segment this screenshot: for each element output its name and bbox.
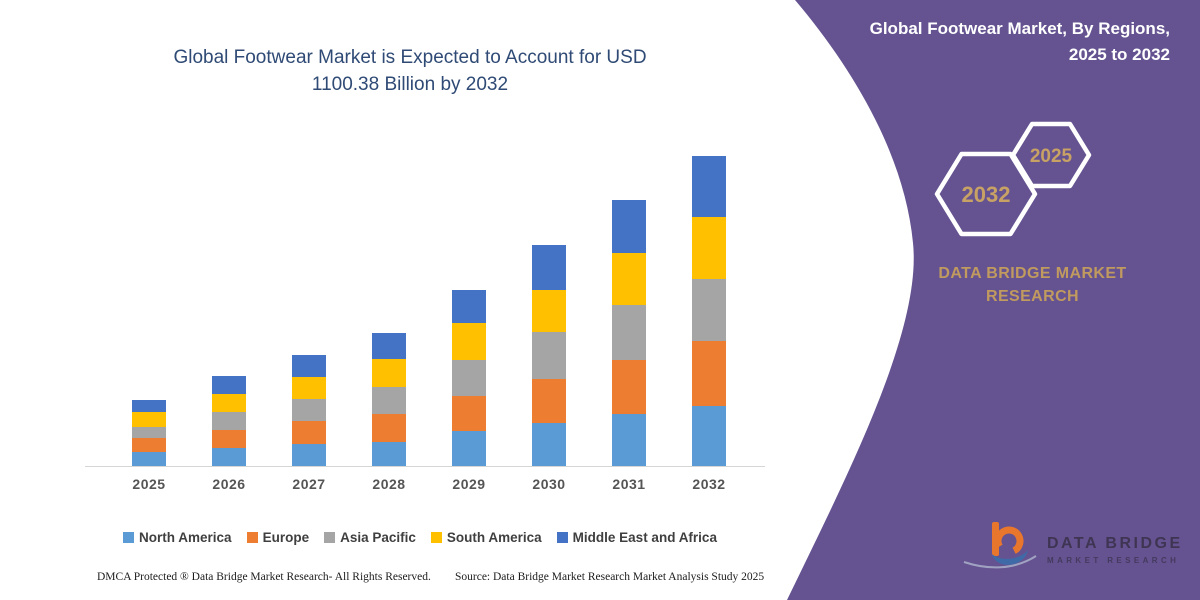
chart-title: Global Footwear Market is Expected to Ac… — [110, 44, 710, 98]
bar-2028-segment-middle-east-and-africa — [372, 332, 406, 359]
bar-2025-segment-europe — [132, 438, 166, 452]
brand-wordmark: DATA BRIDGE MARKET RESEARCH — [905, 262, 1160, 308]
bar-2028 — [372, 332, 406, 466]
bar-2025-segment-middle-east-and-africa — [132, 400, 166, 412]
dbmr-logo-icon — [963, 522, 1037, 569]
dmca-notice: DMCA Protected ® Data Bridge Market Rese… — [97, 571, 431, 583]
footer: DMCA Protected ® Data Bridge Market Rese… — [0, 569, 790, 589]
bar-2031-segment-europe — [612, 359, 646, 415]
x-axis-label-2031: 2031 — [612, 476, 646, 492]
x-axis-label-2029: 2029 — [452, 476, 486, 492]
chart-title-line2: 1100.38 Billion by 2032 — [311, 74, 509, 95]
bar-2032-segment-north-america — [692, 406, 726, 466]
side-panel-title: Global Footwear Market, By Regions, 2025… — [810, 16, 1170, 68]
chart-legend: North America Europe Asia Pacific South Ame… — [80, 530, 760, 545]
bar-2027-segment-south-america — [292, 377, 326, 399]
bar-2027-segment-middle-east-and-africa — [292, 355, 326, 377]
chart-title-line1: Global Footwear Market is Expected to Ac… — [173, 47, 647, 68]
bar-2026-segment-south-america — [212, 393, 246, 413]
bar-2026-segment-middle-east-and-africa — [212, 375, 246, 394]
x-axis-label-2025: 2025 — [132, 476, 166, 492]
bar-2031-segment-asia-pacific — [612, 304, 646, 360]
bar-2031 — [612, 199, 646, 466]
x-axis-line — [85, 466, 765, 467]
bar-2026-segment-north-america — [212, 447, 246, 466]
x-axis-labels: 2025 2026 2027 2028 2029 2030 2031 2032 — [109, 476, 749, 496]
bar-2026-segment-europe — [212, 429, 246, 448]
side-panel-title-line1: Global Footwear Market, By Regions, — [869, 19, 1170, 38]
bar-2027-segment-north-america — [292, 444, 326, 466]
hexagon-2032: 2032 — [934, 151, 1038, 237]
bar-2025-segment-asia-pacific — [132, 426, 166, 439]
bar-2028-segment-europe — [372, 414, 406, 442]
x-axis-label-2030: 2030 — [532, 476, 566, 492]
bar-2030-segment-south-america — [532, 289, 566, 333]
legend-swatch-middle-east-and-africa — [556, 532, 568, 543]
bar-2029-segment-europe — [452, 396, 486, 432]
hexagon-2032-label: 2032 — [962, 182, 1011, 207]
bar-2025-segment-south-america — [132, 411, 166, 427]
source-note: Source: Data Bridge Market Research Mark… — [455, 571, 765, 583]
legend-label-middle-east-and-africa: Middle East and Africa — [572, 530, 717, 545]
side-panel-title-line2: 2025 to 2032 — [1068, 45, 1170, 64]
legend-label-north-america: North America — [139, 530, 232, 545]
bar-2029 — [452, 289, 486, 466]
year-hexagons: 2025 2032 — [934, 121, 1092, 237]
legend-item-europe: Europe — [246, 530, 310, 545]
bar-2030-segment-middle-east-and-africa — [532, 244, 566, 290]
legend-item-asia-pacific: Asia Pacific — [324, 530, 416, 545]
bar-2025-segment-north-america — [132, 451, 166, 466]
bar-2027-segment-europe — [292, 421, 326, 444]
bar-2032 — [692, 155, 726, 466]
bar-2029-segment-asia-pacific — [452, 359, 486, 397]
legend-swatch-europe — [246, 532, 258, 543]
bar-2028-segment-asia-pacific — [372, 387, 406, 415]
brand-line1: DATA BRIDGE MARKET — [938, 265, 1127, 282]
bar-2029-segment-south-america — [452, 323, 486, 360]
bar-2028-segment-north-america — [372, 441, 406, 466]
bar-2030 — [532, 244, 566, 466]
legend-item-south-america: South America — [430, 530, 542, 545]
logo-subtitle: MARKET RESEARCH — [1047, 556, 1180, 565]
legend-item-north-america: North America — [123, 530, 232, 545]
x-axis-label-2026: 2026 — [212, 476, 246, 492]
hexagon-2025-label: 2025 — [1030, 146, 1073, 167]
bar-2030-segment-north-america — [532, 422, 566, 466]
stacked-bar-plot-area — [109, 140, 749, 466]
logo-title: DATA BRIDGE — [1047, 535, 1183, 552]
bar-2025 — [132, 400, 166, 466]
bar-2028-segment-south-america — [372, 358, 406, 388]
legend-label-south-america: South America — [446, 530, 542, 545]
legend-item-middle-east-and-africa: Middle East and Africa — [556, 530, 717, 545]
bar-2031-segment-north-america — [612, 414, 646, 466]
bar-2030-segment-asia-pacific — [532, 332, 566, 379]
bar-2032-segment-middle-east-and-africa — [692, 155, 726, 218]
bar-2029-segment-north-america — [452, 431, 486, 466]
bar-2026 — [212, 375, 246, 466]
legend-label-europe: Europe — [262, 530, 310, 545]
bar-2029-segment-middle-east-and-africa — [452, 289, 486, 324]
dbmr-logo-text: DATA BRIDGE MARKET RESEARCH — [1047, 535, 1187, 565]
bar-2026-segment-asia-pacific — [212, 412, 246, 430]
bar-2027-segment-asia-pacific — [292, 399, 326, 421]
bar-2027 — [292, 355, 326, 466]
bar-2032-segment-europe — [692, 341, 726, 407]
legend-swatch-asia-pacific — [324, 532, 336, 543]
x-axis-label-2032: 2032 — [692, 476, 726, 492]
x-axis-label-2027: 2027 — [292, 476, 326, 492]
bar-2031-segment-middle-east-and-africa — [612, 199, 646, 254]
bar-2030-segment-europe — [532, 378, 566, 423]
bar-2032-segment-asia-pacific — [692, 278, 726, 342]
legend-label-asia-pacific: Asia Pacific — [340, 530, 416, 545]
brand-line2: RESEARCH — [986, 288, 1079, 305]
bar-2031-segment-south-america — [612, 253, 646, 305]
x-axis-label-2028: 2028 — [372, 476, 406, 492]
legend-swatch-south-america — [430, 532, 442, 543]
legend-swatch-north-america — [123, 532, 135, 543]
bar-2032-segment-south-america — [692, 217, 726, 279]
